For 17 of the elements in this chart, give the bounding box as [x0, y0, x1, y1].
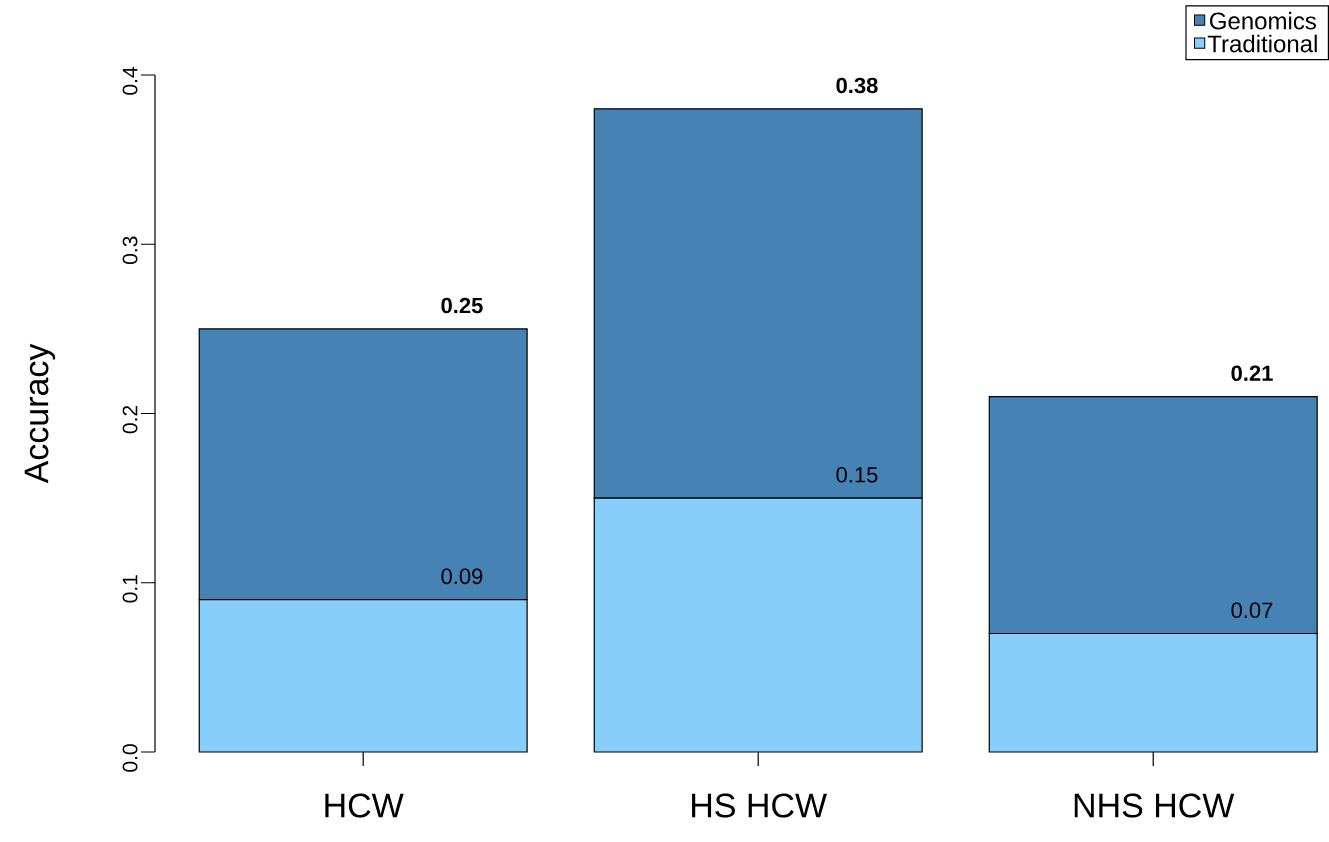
total-label: 0.25: [441, 297, 483, 314]
data-label: 0.07: [1231, 602, 1273, 618]
legend-label: Traditional: [1207, 34, 1317, 53]
y-tick-label: 0.3: [122, 236, 138, 265]
total-label: 0.38: [836, 77, 878, 94]
y-axis-title: Accuracy: [24, 343, 56, 484]
legend-label: Genomics: [1210, 11, 1316, 30]
data-label: 0.09: [441, 568, 483, 585]
data-label: 0.15: [836, 466, 878, 483]
y-tick-label: 0.1: [122, 575, 138, 603]
total-label: 0.21: [1231, 365, 1273, 382]
y-tick-label: 0.4: [122, 67, 138, 95]
y-tick-label: 0.0: [122, 744, 138, 772]
y-tick-label: 0.2: [122, 405, 138, 434]
x-tick-label: HS HCW: [692, 793, 827, 818]
x-tick-label: HCW: [325, 793, 404, 818]
x-tick-label: NHS HCW: [1074, 793, 1235, 818]
